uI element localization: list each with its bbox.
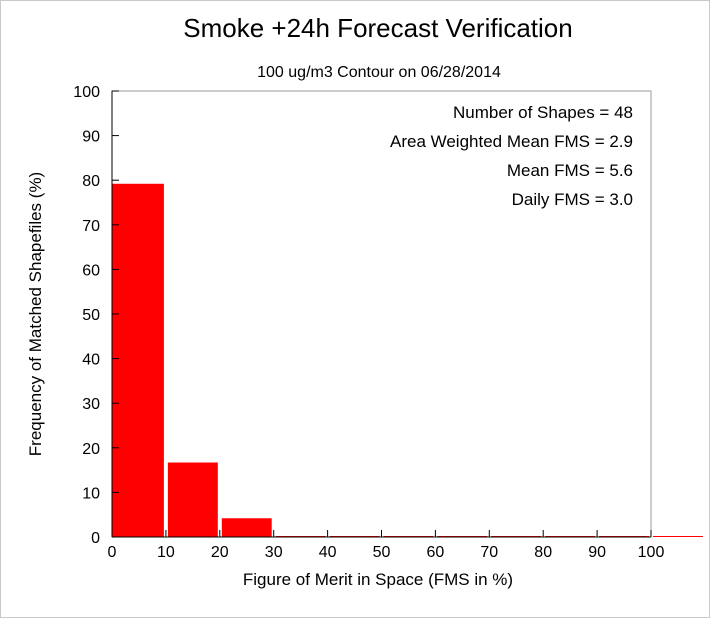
y-tick-label: 50 [82,307,100,324]
x-tick-label: 20 [211,544,229,561]
x-tick-label: 40 [319,544,337,561]
x-tick-label: 90 [588,544,606,561]
y-axis-label: Frequency of Matched Shapefiles (%) [26,172,45,456]
bar-100-110 [653,536,703,537]
x-tick-label: 50 [373,544,391,561]
x-axis-label: Figure of Merit in Space (FMS in %) [243,570,513,589]
chart-subtitle: 100 ug/m3 Contour on 06/28/2014 [257,64,501,81]
y-tick-label: 10 [82,485,100,502]
x-tick-label: 70 [480,544,498,561]
stat-number-of-shapes: Number of Shapes = 48 [453,103,633,122]
y-tick-label: 90 [82,129,100,146]
y-tick-label: 40 [82,352,100,369]
x-tick-label: 80 [534,544,552,561]
y-tick-label: 60 [82,262,100,279]
bars-group [112,183,703,537]
bar-10-20 [167,462,218,537]
y-tick-label: 100 [73,84,100,101]
chart-title: Smoke +24h Forecast Verification [183,13,572,43]
stat-daily-fms: Daily FMS = 3.0 [512,190,633,209]
y-tick-label: 70 [82,218,100,235]
x-tick-label: 30 [265,544,283,561]
y-tick-label: 0 [91,530,100,547]
stat-mean-fms: Mean FMS = 5.6 [507,161,633,180]
x-tick-label: 0 [108,544,117,561]
y-tick-label: 30 [82,396,100,413]
x-tick-label: 60 [427,544,445,561]
x-tick-label: 10 [157,544,175,561]
y-tick-label: 80 [82,173,100,190]
stats-annotations: Number of Shapes = 48 Area Weighted Mean… [390,103,633,209]
bar-20-30 [221,518,272,537]
bar-0-10 [112,183,164,537]
y-axis-ticks: 0 10 20 30 40 50 60 70 80 90 100 [73,84,119,547]
y-tick-label: 20 [82,441,100,458]
x-axis-ticks: 0 10 20 30 40 50 60 70 80 90 100 [108,530,665,561]
stat-area-weighted-mean-fms: Area Weighted Mean FMS = 2.9 [390,132,633,151]
x-tick-label: 100 [638,544,665,561]
